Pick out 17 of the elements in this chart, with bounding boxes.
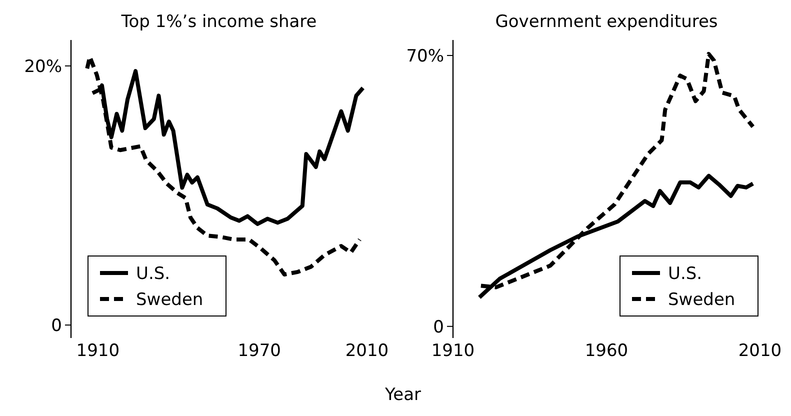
x-tick-label: 1960	[584, 341, 628, 361]
legend-label: Sweden	[668, 290, 736, 310]
y-tick-label: 0	[51, 316, 62, 336]
x-tick-label: 2010	[345, 341, 389, 361]
y-tick-label: 0	[433, 317, 444, 338]
x-axis-title: Year	[384, 385, 422, 405]
y-tick-label: 70%	[406, 46, 444, 66]
chart-title: Government expenditures	[495, 12, 718, 32]
x-tick-label: 1970	[238, 341, 281, 361]
x-tick-label: 2010	[738, 341, 782, 361]
chart-title: Top 1%’s income share	[120, 12, 317, 32]
legend-label: U.S.	[136, 264, 170, 284]
y-tick-label: 20%	[24, 56, 62, 77]
legend-label: U.S.	[668, 264, 702, 284]
x-tick-label: 1910	[76, 341, 120, 361]
x-tick-label: 1910	[431, 341, 475, 361]
legend-label: Sweden	[136, 290, 204, 310]
